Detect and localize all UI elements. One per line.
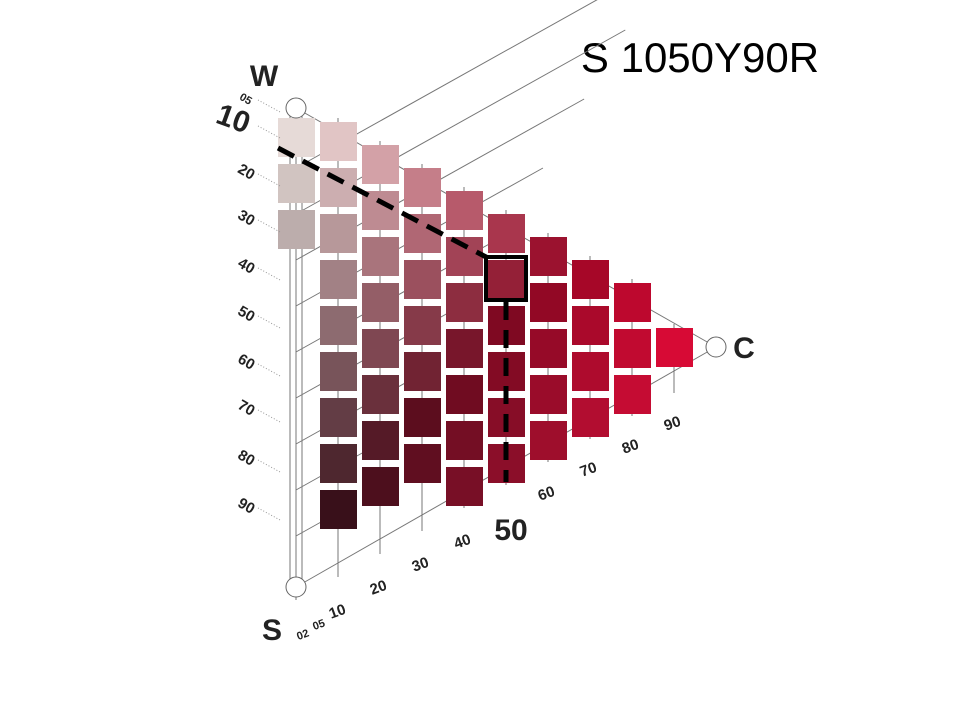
- color-swatch: [320, 168, 357, 207]
- color-swatch: [530, 283, 567, 322]
- color-swatch: [530, 375, 567, 414]
- color-swatch: [446, 237, 483, 276]
- blackness-label: 20: [235, 161, 258, 184]
- blackness-label: 05: [237, 91, 254, 108]
- color-swatch: [320, 306, 357, 345]
- chromaticness-label: 02: [295, 627, 311, 642]
- color-swatch: [320, 122, 357, 161]
- color-swatch: [404, 214, 441, 253]
- color-swatch: [572, 260, 609, 299]
- color-swatch: [362, 283, 399, 322]
- color-swatch: [320, 490, 357, 529]
- leader-line: [257, 315, 281, 329]
- color-swatch: [614, 375, 651, 414]
- corner-dot: [285, 576, 307, 598]
- color-swatch: [614, 283, 651, 322]
- blackness-label: 40: [235, 255, 258, 278]
- leader-line: [257, 125, 281, 139]
- dashed-line: [276, 145, 490, 261]
- color-swatch: [320, 260, 357, 299]
- color-swatch: [320, 352, 357, 391]
- chromaticness-label: 60: [536, 483, 557, 505]
- color-swatch: [362, 191, 399, 230]
- color-swatch: [446, 421, 483, 460]
- color-swatch: [404, 168, 441, 207]
- color-swatch: [362, 467, 399, 506]
- color-swatch: [278, 210, 315, 249]
- grid-line: [295, 0, 598, 169]
- color-swatch: [446, 375, 483, 414]
- color-swatch: [404, 398, 441, 437]
- blackness-label: 80: [235, 447, 258, 470]
- color-swatch: [362, 237, 399, 276]
- blackness-label: 90: [235, 495, 258, 518]
- highlight-box: [484, 255, 528, 302]
- leader-line: [257, 507, 281, 521]
- color-swatch: [404, 352, 441, 391]
- leader-line: [257, 99, 281, 113]
- color-swatch: [404, 306, 441, 345]
- chromaticness-label: 90: [662, 413, 683, 435]
- blackness-label: 50: [235, 303, 258, 326]
- chromaticness-label: 20: [368, 577, 389, 599]
- leader-line: [257, 363, 281, 377]
- chromaticness-label: 40: [452, 531, 473, 553]
- leader-line: [257, 219, 281, 233]
- color-swatch: [614, 329, 651, 368]
- corner-label: S: [262, 614, 282, 647]
- color-swatch: [446, 329, 483, 368]
- color-swatch: [362, 421, 399, 460]
- chromaticness-label: 10: [327, 601, 348, 623]
- color-swatch: [530, 421, 567, 460]
- corner-dot: [705, 336, 727, 358]
- color-swatch: [446, 191, 483, 230]
- color-swatch: [488, 214, 525, 253]
- color-swatch: [320, 398, 357, 437]
- chromaticness-label: 05: [311, 617, 327, 632]
- corner-dot: [285, 97, 307, 119]
- overlay: W S C: [250, 60, 755, 647]
- color-swatch: [572, 398, 609, 437]
- corner-label: C: [733, 332, 755, 365]
- color-swatch: [656, 328, 693, 367]
- leader-line: [257, 267, 281, 281]
- leader-line: [257, 409, 281, 423]
- color-swatch: [488, 260, 525, 299]
- color-swatch: [572, 306, 609, 345]
- leader-line: [257, 459, 281, 473]
- blackness-label: 30: [235, 207, 258, 230]
- color-swatch: [572, 352, 609, 391]
- chromaticness-label: 50: [494, 514, 527, 547]
- chromaticness-label: 70: [578, 459, 599, 481]
- color-swatch: [362, 145, 399, 184]
- color-swatch: [530, 237, 567, 276]
- leader-line: [257, 173, 281, 187]
- color-swatch: [446, 467, 483, 506]
- color-swatch: [446, 283, 483, 322]
- color-swatch: [530, 329, 567, 368]
- color-swatch: [320, 214, 357, 253]
- title: S 1050Y90R: [581, 34, 819, 81]
- color-swatch: [278, 164, 315, 203]
- color-swatch: [404, 260, 441, 299]
- color-swatch: [362, 329, 399, 368]
- color-swatch: [404, 444, 441, 483]
- blackness-label: 60: [235, 351, 258, 374]
- chromaticness-label: 30: [410, 554, 431, 576]
- chromaticness-label: 80: [620, 436, 641, 458]
- blackness-label: 70: [235, 397, 258, 420]
- color-swatch: [362, 375, 399, 414]
- corner-label: W: [250, 60, 279, 93]
- color-swatch: [320, 444, 357, 483]
